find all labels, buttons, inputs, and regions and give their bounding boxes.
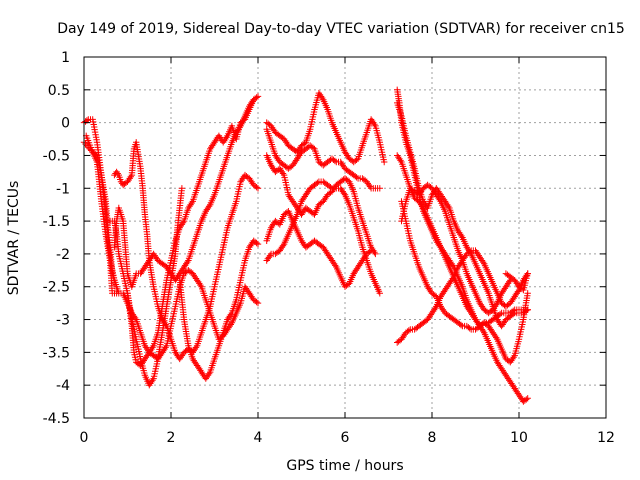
marker-arc-13 [263,178,383,297]
y-tick-label: -3 [56,313,70,329]
grid-lines [84,57,606,418]
y-tick-label: 0.5 [48,83,70,99]
marker-arc-15 [394,99,531,330]
x-tick-label: 0 [80,430,89,446]
y-tick-label: -4 [56,378,70,394]
y-axis-title: SDTVAR / TECUs [6,181,22,296]
marker-arc-6 [111,139,262,363]
y-tick-label: -1.5 [43,214,70,230]
series-arc-11 [263,152,379,258]
x-axis-title: GPS time / hours [286,458,403,474]
series-arc-6 [111,139,262,363]
series-arc-8 [176,237,262,382]
marker-arc-5 [111,96,257,290]
marker-arc-7 [124,185,186,389]
x-tick-label: 12 [597,430,615,446]
y-tick-label: -4.5 [43,411,70,427]
series-arc-7 [124,185,186,389]
y-tick-label: -3.5 [43,345,70,361]
marker-arc-4 [106,93,262,369]
marker-arc-19 [398,181,514,317]
series-arc-13 [263,178,383,297]
x-tick-label: 10 [510,430,528,446]
marker-arc-8 [176,237,262,382]
y-tick-label: 0 [61,116,70,132]
marker-arc-9 [263,126,383,192]
series-arc-19 [398,181,514,317]
data-markers [80,86,531,405]
marker-arc-10 [263,89,388,166]
x-tick-label: 6 [341,430,350,446]
y-tick-label: -2.5 [43,280,70,296]
marker-arc-12 [263,208,375,290]
series-arc-10 [263,89,388,166]
x-tick-label: 8 [428,430,437,446]
series-arc-9 [263,126,383,192]
series-arc-5 [111,96,257,290]
marker-arc-11 [263,152,379,258]
y-tick-label: -1 [56,181,70,197]
marker-arc-20 [502,270,531,294]
series-arc-4 [106,93,262,369]
series-arc-15 [394,99,531,330]
series-arc-20 [502,270,531,294]
axis-tick-labels: 0 2 4 6 8 10 12 -4.5 -4 -3.5 -3 -2.5 -2 -1.5 -1 -0.5 0 0.… [43,50,615,446]
y-tick-label: 1 [61,50,70,66]
y-tick-label: -0.5 [43,148,70,164]
series-arc-12 [263,208,375,290]
x-tick-label: 4 [254,430,263,446]
y-tick-label: -2 [56,247,70,263]
chart-title: Day 149 of 2019, Sidereal Day-to-day VTE… [57,21,625,37]
axis-ticks [83,56,607,419]
x-tick-label: 2 [167,430,176,446]
